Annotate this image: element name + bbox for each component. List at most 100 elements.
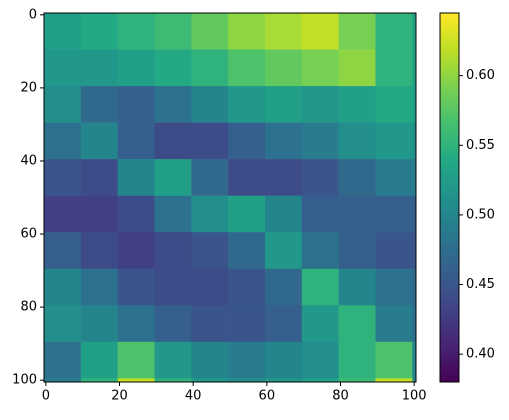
colorbar-segment [440, 369, 459, 374]
heatmap-cell [44, 305, 82, 343]
heatmap-cell [44, 341, 82, 379]
colorbar-segment [440, 102, 459, 106]
heatmap-cell [154, 122, 192, 160]
heatmap-cell [80, 159, 118, 196]
heatmap-cell [264, 232, 303, 270]
heatmap-cell [44, 13, 82, 50]
heatmap-cell [117, 341, 155, 379]
colorbar-segment [440, 305, 459, 309]
heatmap-cell [301, 49, 339, 87]
y-tick-label: 80 [20, 300, 37, 315]
heatmap-cell [80, 122, 118, 160]
heatmap-cell [412, 49, 417, 87]
heatmap-cell [80, 49, 118, 87]
heatmap-cell [412, 195, 417, 233]
heatmap-cell [117, 305, 155, 343]
colorbar-segment [440, 274, 459, 278]
colorbar-segment [440, 317, 459, 321]
colorbar-segment [440, 16, 459, 20]
heatmap-cell [412, 268, 417, 306]
colorbar-segment [440, 286, 459, 291]
colorbar-segment [440, 175, 459, 180]
colorbar-tick-label: 0.50 [466, 207, 495, 222]
colorbar-tick-label: 0.45 [466, 277, 495, 292]
heatmap-cell [375, 49, 413, 87]
colorbar-segment [440, 43, 459, 48]
heatmap-cell [191, 378, 229, 383]
colorbar-segment [440, 240, 459, 245]
heatmap-cell [154, 378, 192, 383]
colorbar-segment [440, 188, 459, 192]
heatmap-cell [338, 159, 376, 196]
y-tick-label: 40 [20, 153, 37, 168]
heatmap-cell [117, 86, 155, 123]
heatmap-cell [264, 13, 303, 50]
colorbar-segment [440, 62, 459, 66]
colorbar-segment [440, 295, 459, 300]
heatmap-cell [228, 341, 266, 379]
heatmap-cell [412, 122, 417, 160]
colorbar-segment [440, 166, 459, 171]
heatmap-cell [412, 305, 417, 343]
colorbar-segment [440, 182, 459, 186]
heatmap-cell [375, 232, 413, 270]
heatmap-cell [117, 13, 155, 50]
colorbar-segment [440, 151, 459, 155]
heatmap-cell [117, 232, 155, 270]
colorbar-segment [440, 351, 459, 355]
colorbar-segment [440, 120, 459, 125]
colorbar-segment [440, 237, 459, 242]
colorbar-segment [440, 255, 459, 260]
heatmap-cell [154, 49, 192, 87]
colorbar-segment [440, 157, 459, 162]
colorbar-segment [440, 289, 459, 294]
colorbar-segment [440, 37, 459, 42]
colorbar-segment [440, 243, 459, 248]
heatmap-cell [154, 341, 192, 379]
colorbar-segment [440, 326, 459, 331]
colorbar-segment [440, 366, 459, 371]
colorbar-segment [440, 249, 459, 254]
colorbar-segment [440, 277, 459, 282]
heatmap-cell [191, 49, 229, 87]
colorbar-segment [440, 302, 459, 306]
colorbar-segment [440, 378, 459, 383]
heatmap-cell [154, 159, 192, 196]
colorbar-segment [440, 160, 459, 165]
heatmap-cell [338, 268, 376, 306]
colorbar-segment [440, 96, 459, 100]
colorbar-segment [440, 59, 459, 63]
colorbar-segment [440, 197, 459, 202]
heatmap-cell [44, 232, 82, 270]
heatmap-cell [228, 232, 266, 270]
colorbar-segment [440, 80, 459, 85]
colorbar-segment [440, 342, 459, 346]
heatmap-cell [264, 159, 303, 196]
heatmap-cell [191, 159, 229, 196]
colorbar-segment [440, 203, 459, 208]
heatmap-cell [191, 86, 229, 123]
heatmap-cell [191, 13, 229, 50]
heatmap-cell [264, 268, 303, 306]
plot-frame [43, 12, 417, 383]
heatmap-cell [117, 122, 155, 160]
colorbar-segment [440, 298, 459, 303]
heatmap-cell [375, 305, 413, 343]
x-tick-label: 100 [402, 389, 427, 404]
heatmap-cell [375, 195, 413, 233]
colorbar-segment [440, 311, 459, 315]
colorbar-segment [440, 360, 459, 365]
colorbar-segment [440, 332, 459, 337]
heatmap-cell [191, 195, 229, 233]
heatmap-cell [412, 159, 417, 196]
colorbar-segment [440, 222, 459, 226]
colorbar-segment [440, 329, 459, 334]
colorbar-segment [440, 191, 459, 195]
heatmap-cell [117, 378, 155, 383]
colorbar-segment [440, 132, 459, 137]
heatmap-cell [338, 195, 376, 233]
colorbar-segment [440, 185, 459, 189]
colorbar-segment [440, 246, 459, 251]
colorbar-segment [440, 206, 459, 211]
